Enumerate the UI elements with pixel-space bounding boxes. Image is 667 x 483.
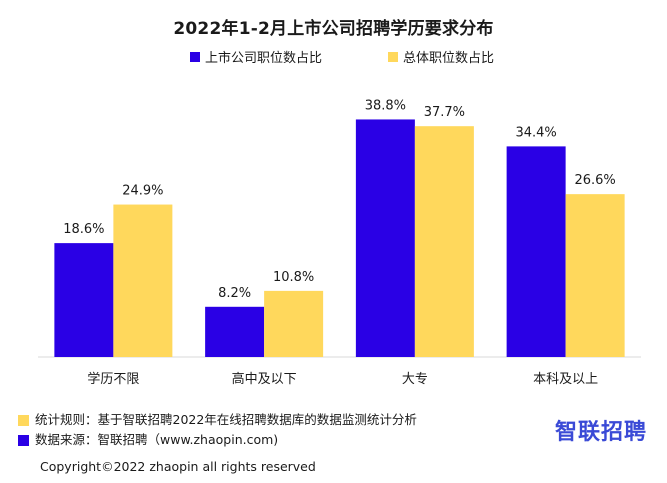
bar-chart: 18.6% 24.9% 学历不限 8.2% 10.8% 高中及以下 38.8% 37.7% 大专… bbox=[38, 98, 641, 387]
category-label-2: 高中及以下 bbox=[232, 371, 297, 387]
legend-label-series1: 上市公司职位数占比 bbox=[205, 51, 323, 66]
chart-legend: 上市公司职位数占比 总体职位数占比 bbox=[0, 47, 667, 67]
note-swatch-yellow bbox=[18, 414, 29, 426]
bar-1-1 bbox=[54, 243, 114, 357]
note-rule: 统计规则：基于智联招聘2022年在线招聘数据库的数据监测统计分析 bbox=[18, 410, 417, 430]
legend-item-series1: 上市公司职位数占比 bbox=[190, 47, 322, 66]
category-label-1: 学历不限 bbox=[87, 371, 139, 387]
bar-1-3 bbox=[355, 119, 415, 358]
legend-swatch-series1 bbox=[190, 51, 200, 62]
bar-2-2 bbox=[264, 290, 324, 357]
bar-2-3 bbox=[414, 126, 474, 357]
bar-value-label-1-3: 38.8% bbox=[365, 98, 406, 113]
bar-value-label-2-2: 10.8% bbox=[273, 270, 314, 285]
bar-value-label-2-3: 37.7% bbox=[424, 105, 465, 120]
legend-swatch-series2 bbox=[388, 51, 398, 62]
chart-notes: 统计规则：基于智联招聘2022年在线招聘数据库的数据监测统计分析 数据来源：智联… bbox=[18, 410, 417, 450]
bar-value-label-1-4: 34.4% bbox=[515, 125, 556, 140]
copyright-text: Copyright©2022 zhaopin all rights reserv… bbox=[40, 459, 316, 474]
note-source: 数据来源：智联招聘（www.zhaopin.com) bbox=[18, 430, 417, 450]
bar-value-label-2-1: 24.9% bbox=[122, 184, 163, 199]
brand-logo: 智联招聘 bbox=[554, 420, 647, 445]
bar-2-4 bbox=[565, 194, 625, 357]
bar-value-label-2-4: 26.6% bbox=[574, 173, 615, 188]
bar-1-4 bbox=[506, 146, 566, 357]
bar-2-1 bbox=[113, 204, 173, 357]
note-rule-text: 统计规则：基于智联招聘2022年在线招聘数据库的数据监测统计分析 bbox=[35, 412, 417, 427]
note-swatch-blue bbox=[18, 434, 29, 446]
legend-item-series2: 总体职位数占比 bbox=[388, 47, 494, 66]
bar-1-2 bbox=[205, 306, 265, 357]
category-label-4: 本科及以上 bbox=[533, 372, 598, 387]
category-label-3: 大专 bbox=[402, 372, 428, 387]
chart-title: 2022年1-2月上市公司招聘学历要求分布 bbox=[173, 19, 494, 39]
bar-value-label-1-1: 18.6% bbox=[63, 222, 104, 237]
bar-value-label-1-2: 8.2% bbox=[218, 286, 251, 301]
note-source-text: 数据来源：智联招聘（www.zhaopin.com) bbox=[35, 432, 279, 447]
legend-label-series2: 总体职位数占比 bbox=[403, 51, 495, 66]
